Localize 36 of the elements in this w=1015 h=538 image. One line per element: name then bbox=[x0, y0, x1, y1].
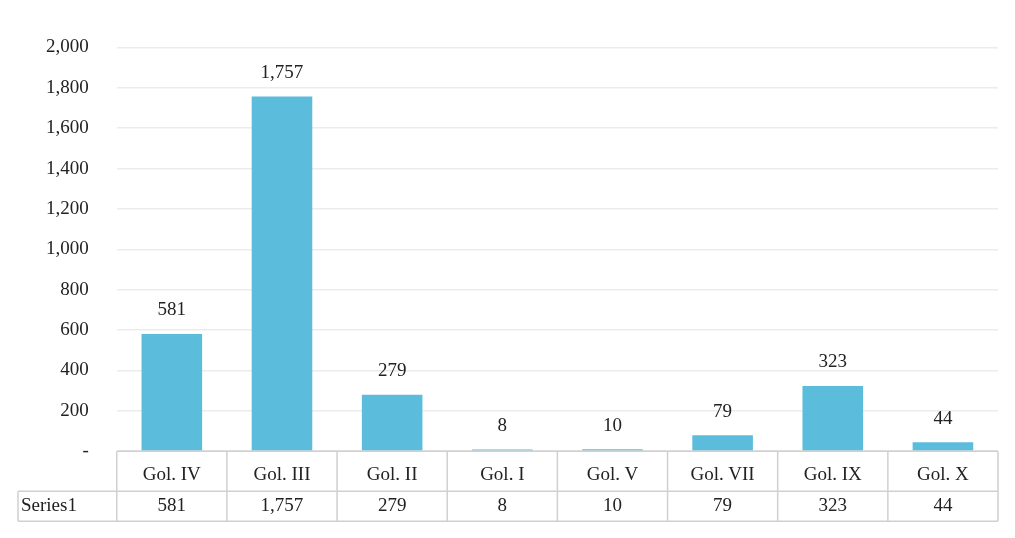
y-tick-label: 2,000 bbox=[46, 35, 89, 57]
data-label: 581 bbox=[157, 494, 187, 516]
y-tick-label: 1,600 bbox=[46, 116, 89, 138]
x-tick-label: Gol. II bbox=[366, 462, 418, 484]
data-label: 44 bbox=[933, 494, 953, 516]
x-tick-label: Gol. VII bbox=[690, 462, 755, 484]
text: 323 bbox=[818, 350, 848, 372]
text: 44 bbox=[933, 406, 953, 428]
data-label: 8 bbox=[497, 494, 508, 516]
y-tick-label: 1,800 bbox=[46, 75, 89, 97]
y-tick-label: 1,400 bbox=[46, 156, 89, 178]
data-label: 79 bbox=[713, 494, 733, 516]
text: 279 bbox=[377, 359, 407, 381]
text: 79 bbox=[713, 399, 733, 421]
x-tick-label: Gol. III bbox=[253, 462, 311, 484]
text: 10 bbox=[602, 413, 622, 435]
data-label: 1,757 bbox=[260, 494, 304, 516]
x-tick-label: Gol. X bbox=[917, 462, 970, 484]
y-tick-label: - bbox=[82, 439, 89, 461]
y-tick-label: 800 bbox=[60, 277, 89, 299]
text: 581 bbox=[157, 298, 187, 320]
y-tick-label: 400 bbox=[60, 358, 89, 380]
x-tick-label: Gol. V bbox=[586, 462, 639, 484]
y-tick-label: 1,200 bbox=[46, 196, 89, 218]
data-label: 279 bbox=[377, 494, 407, 516]
text: Series1 bbox=[21, 494, 77, 516]
y-tick-label: 200 bbox=[60, 398, 89, 420]
x-tick-label: Gol. IV bbox=[142, 462, 202, 484]
data-label: 10 bbox=[602, 494, 622, 516]
text: 8 bbox=[497, 414, 508, 436]
y-tick-label: 600 bbox=[60, 318, 89, 340]
x-tick-label: Gol. I bbox=[480, 462, 525, 484]
data-label: 323 bbox=[818, 494, 848, 516]
y-tick-label: 1,000 bbox=[46, 237, 89, 259]
text: 1,757 bbox=[260, 60, 304, 82]
x-tick-label: Gol. IX bbox=[803, 462, 863, 484]
